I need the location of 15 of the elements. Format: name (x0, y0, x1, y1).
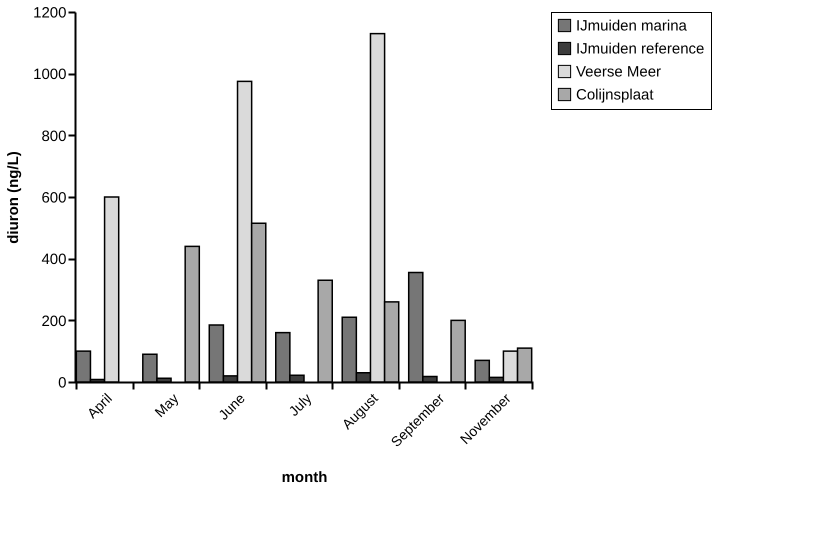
legend-label: IJmuiden reference (576, 40, 704, 58)
y-tick-label: 200 (41, 312, 66, 330)
y-axis-title: diuron (ng/L) (5, 151, 22, 244)
x-tick-label: July (285, 390, 314, 420)
legend-label: Veerse Meer (576, 64, 662, 80)
x-tick-label: May (151, 390, 182, 420)
y-tick-label: 1000 (33, 66, 66, 84)
y-tick-label: 400 (41, 251, 66, 268)
x-axis-title: month (282, 468, 328, 486)
legend-label: IJmuiden marina (576, 18, 688, 34)
y-tick-label: 600 (41, 190, 66, 206)
y-tick-label: 0 (58, 374, 66, 392)
y-tick-label: 1200 (33, 4, 66, 22)
y-tick-label: 800 (41, 128, 66, 145)
legend-label: Colijnsplaat (576, 86, 654, 104)
